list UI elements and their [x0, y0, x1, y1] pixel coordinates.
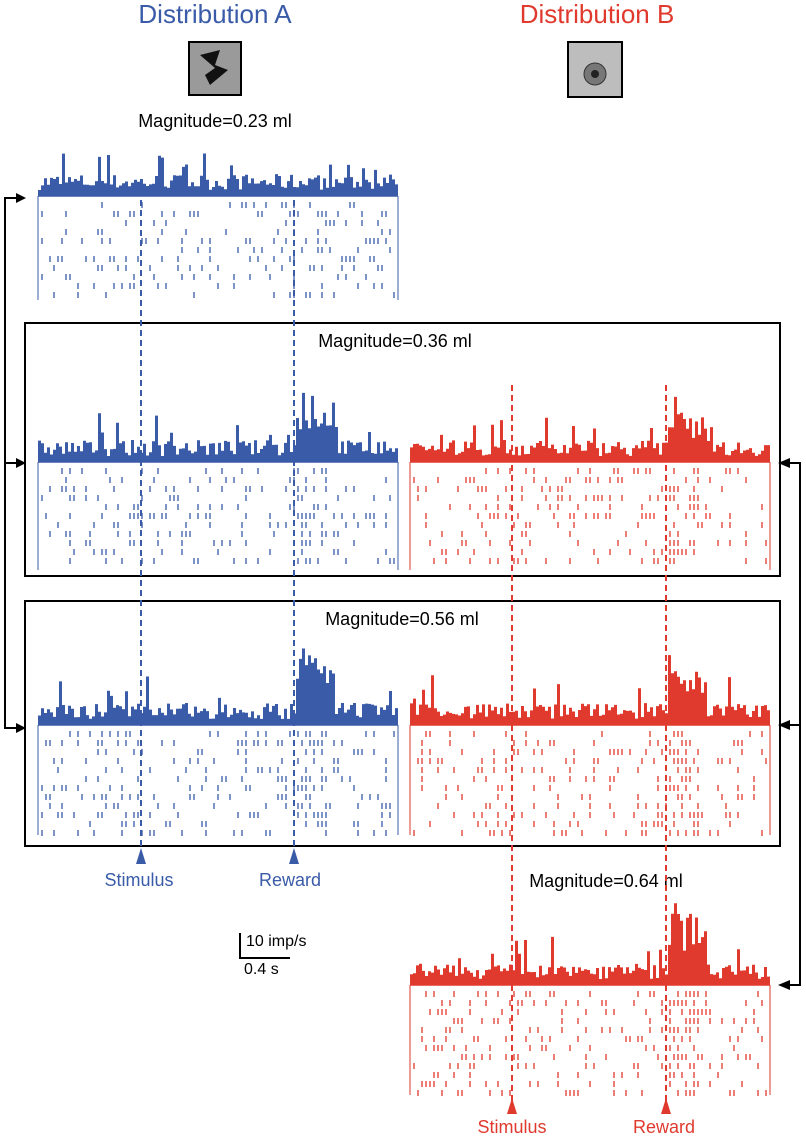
raster — [413, 731, 767, 836]
stimulus-icon-b — [567, 41, 623, 98]
psth — [38, 153, 398, 196]
panel-box — [24, 600, 781, 847]
panel-box — [24, 322, 781, 577]
scale-bar — [239, 933, 290, 959]
raster — [413, 468, 767, 564]
magnitude-label: Magnitude=0.56 ml — [325, 609, 479, 629]
psth — [38, 392, 398, 462]
psth — [410, 396, 770, 462]
magnitude-label: Magnitude=0.36 ml — [318, 331, 472, 351]
raster — [413, 991, 767, 1096]
psth — [38, 648, 398, 725]
magnitude-label: Magnitude=0.64 ml — [529, 871, 683, 891]
scale-rate-label: 10 imp/s — [246, 933, 306, 950]
raster — [41, 202, 395, 298]
distribution-a-title: Distribution A — [138, 0, 292, 29]
stimulus-label: Stimulus — [104, 870, 173, 890]
magnitude-label: Magnitude=0.23 ml — [138, 111, 292, 131]
event-marker — [136, 848, 146, 864]
arrows — [4, 193, 801, 990]
event-marker — [661, 1098, 671, 1114]
psth — [410, 903, 770, 985]
scale-time-label: 0.4 s — [244, 961, 279, 978]
psth — [410, 655, 770, 725]
event-marker — [289, 848, 299, 864]
raster — [41, 468, 395, 564]
stimulus-icon-a — [188, 41, 242, 96]
raster — [41, 731, 395, 836]
psth-rasters — [37, 153, 771, 1096]
reward-label: Reward — [259, 870, 321, 890]
stimulus-label: Stimulus — [477, 1117, 546, 1137]
event-marker — [507, 1098, 517, 1114]
distribution-b-title: Distribution B — [520, 0, 675, 29]
reward-label: Reward — [633, 1117, 695, 1137]
